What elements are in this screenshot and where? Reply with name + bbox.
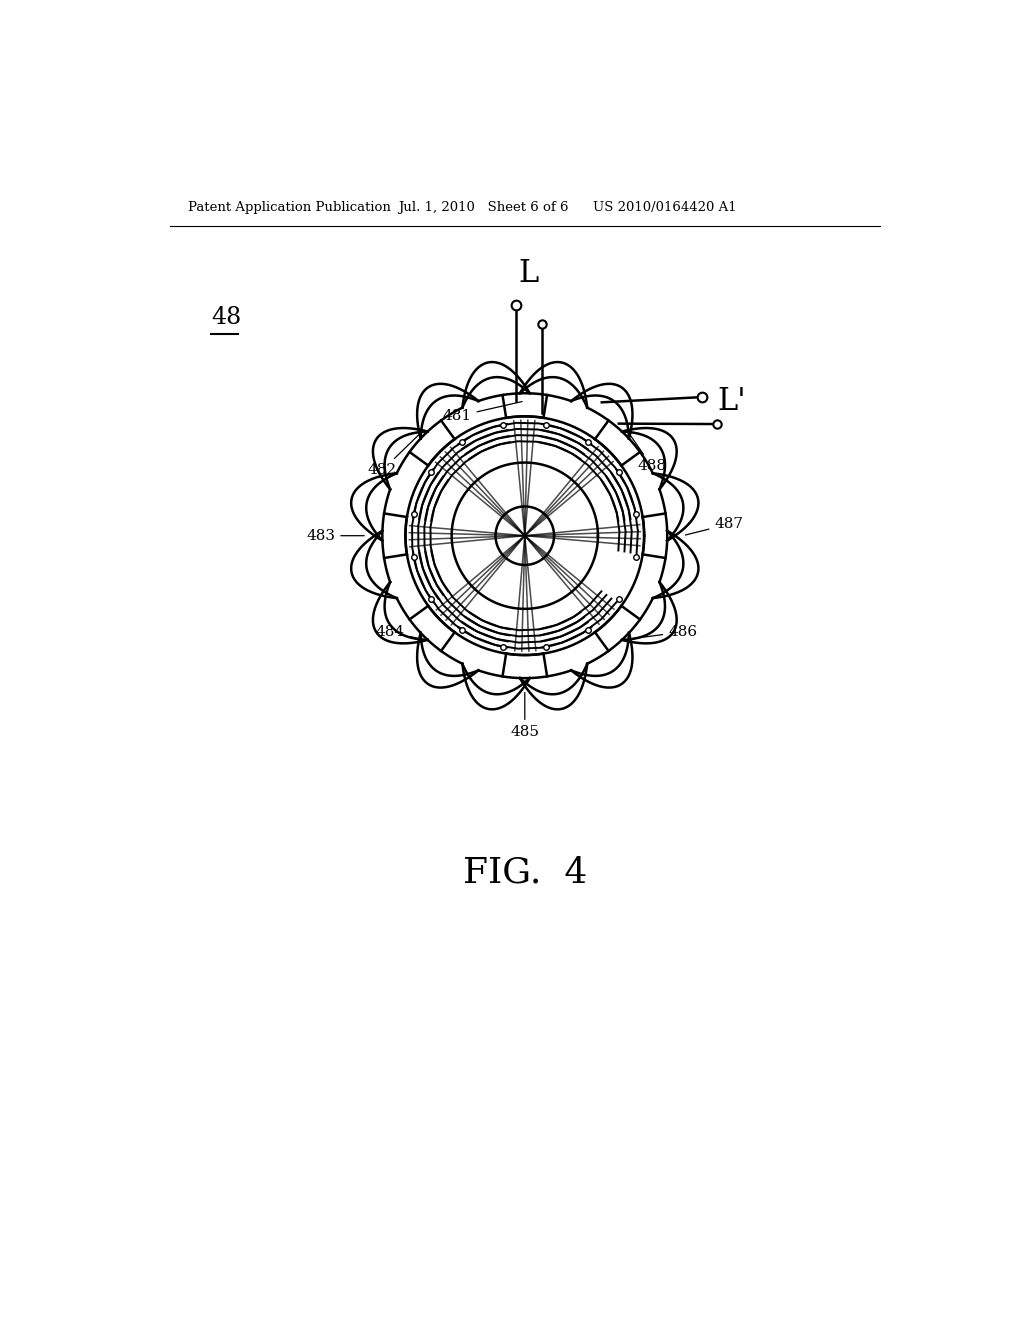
Text: L: L	[518, 257, 539, 289]
Text: 483: 483	[306, 529, 365, 543]
Text: 486: 486	[631, 624, 697, 639]
Text: 482: 482	[368, 434, 420, 478]
Text: FIG.  4: FIG. 4	[463, 855, 587, 890]
Text: 488: 488	[630, 434, 667, 474]
Text: Patent Application Publication: Patent Application Publication	[188, 201, 391, 214]
Text: Jul. 1, 2010   Sheet 6 of 6: Jul. 1, 2010 Sheet 6 of 6	[398, 201, 569, 214]
Text: US 2010/0164420 A1: US 2010/0164420 A1	[593, 201, 736, 214]
Text: L': L'	[717, 387, 745, 417]
Text: 481: 481	[442, 401, 522, 424]
Text: 484: 484	[376, 624, 419, 639]
Text: 48: 48	[211, 306, 242, 329]
Text: 487: 487	[685, 517, 743, 535]
Text: 485: 485	[510, 693, 540, 739]
